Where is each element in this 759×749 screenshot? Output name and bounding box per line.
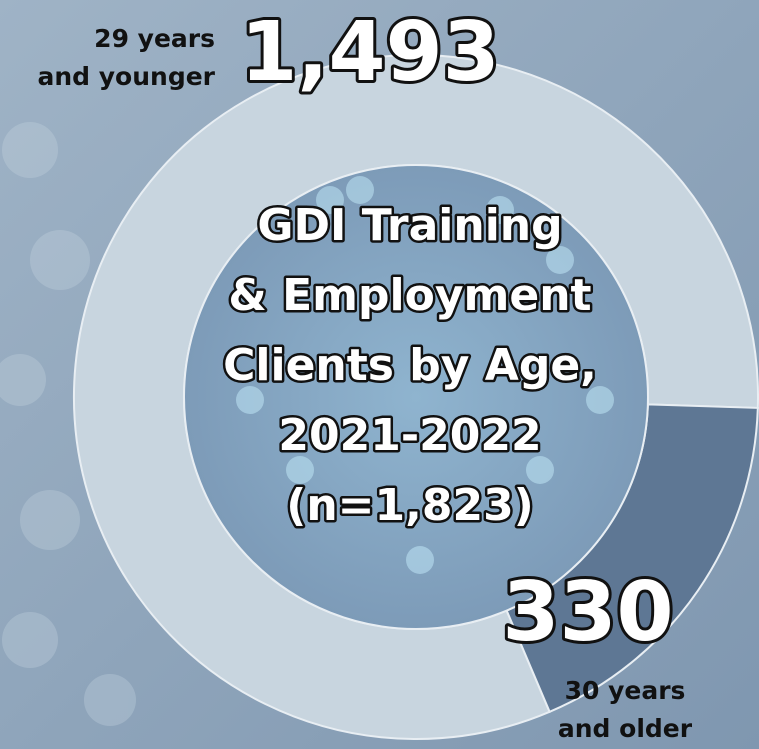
page: {"chart_data": {"type": "donut", "title"…	[0, 0, 759, 749]
title-line: GDI Training	[257, 200, 562, 251]
title-line: 2021-2022	[278, 410, 541, 461]
value-label: 330	[502, 565, 673, 660]
title-line: (n=1,823)	[286, 480, 534, 531]
value-label: 1,493	[240, 5, 499, 100]
title-line: & Employment	[228, 270, 591, 321]
chart: GDI Training & Employment Clients by Age, 2…	[0, 0, 759, 749]
title-line: Clients by Age,	[223, 340, 597, 391]
